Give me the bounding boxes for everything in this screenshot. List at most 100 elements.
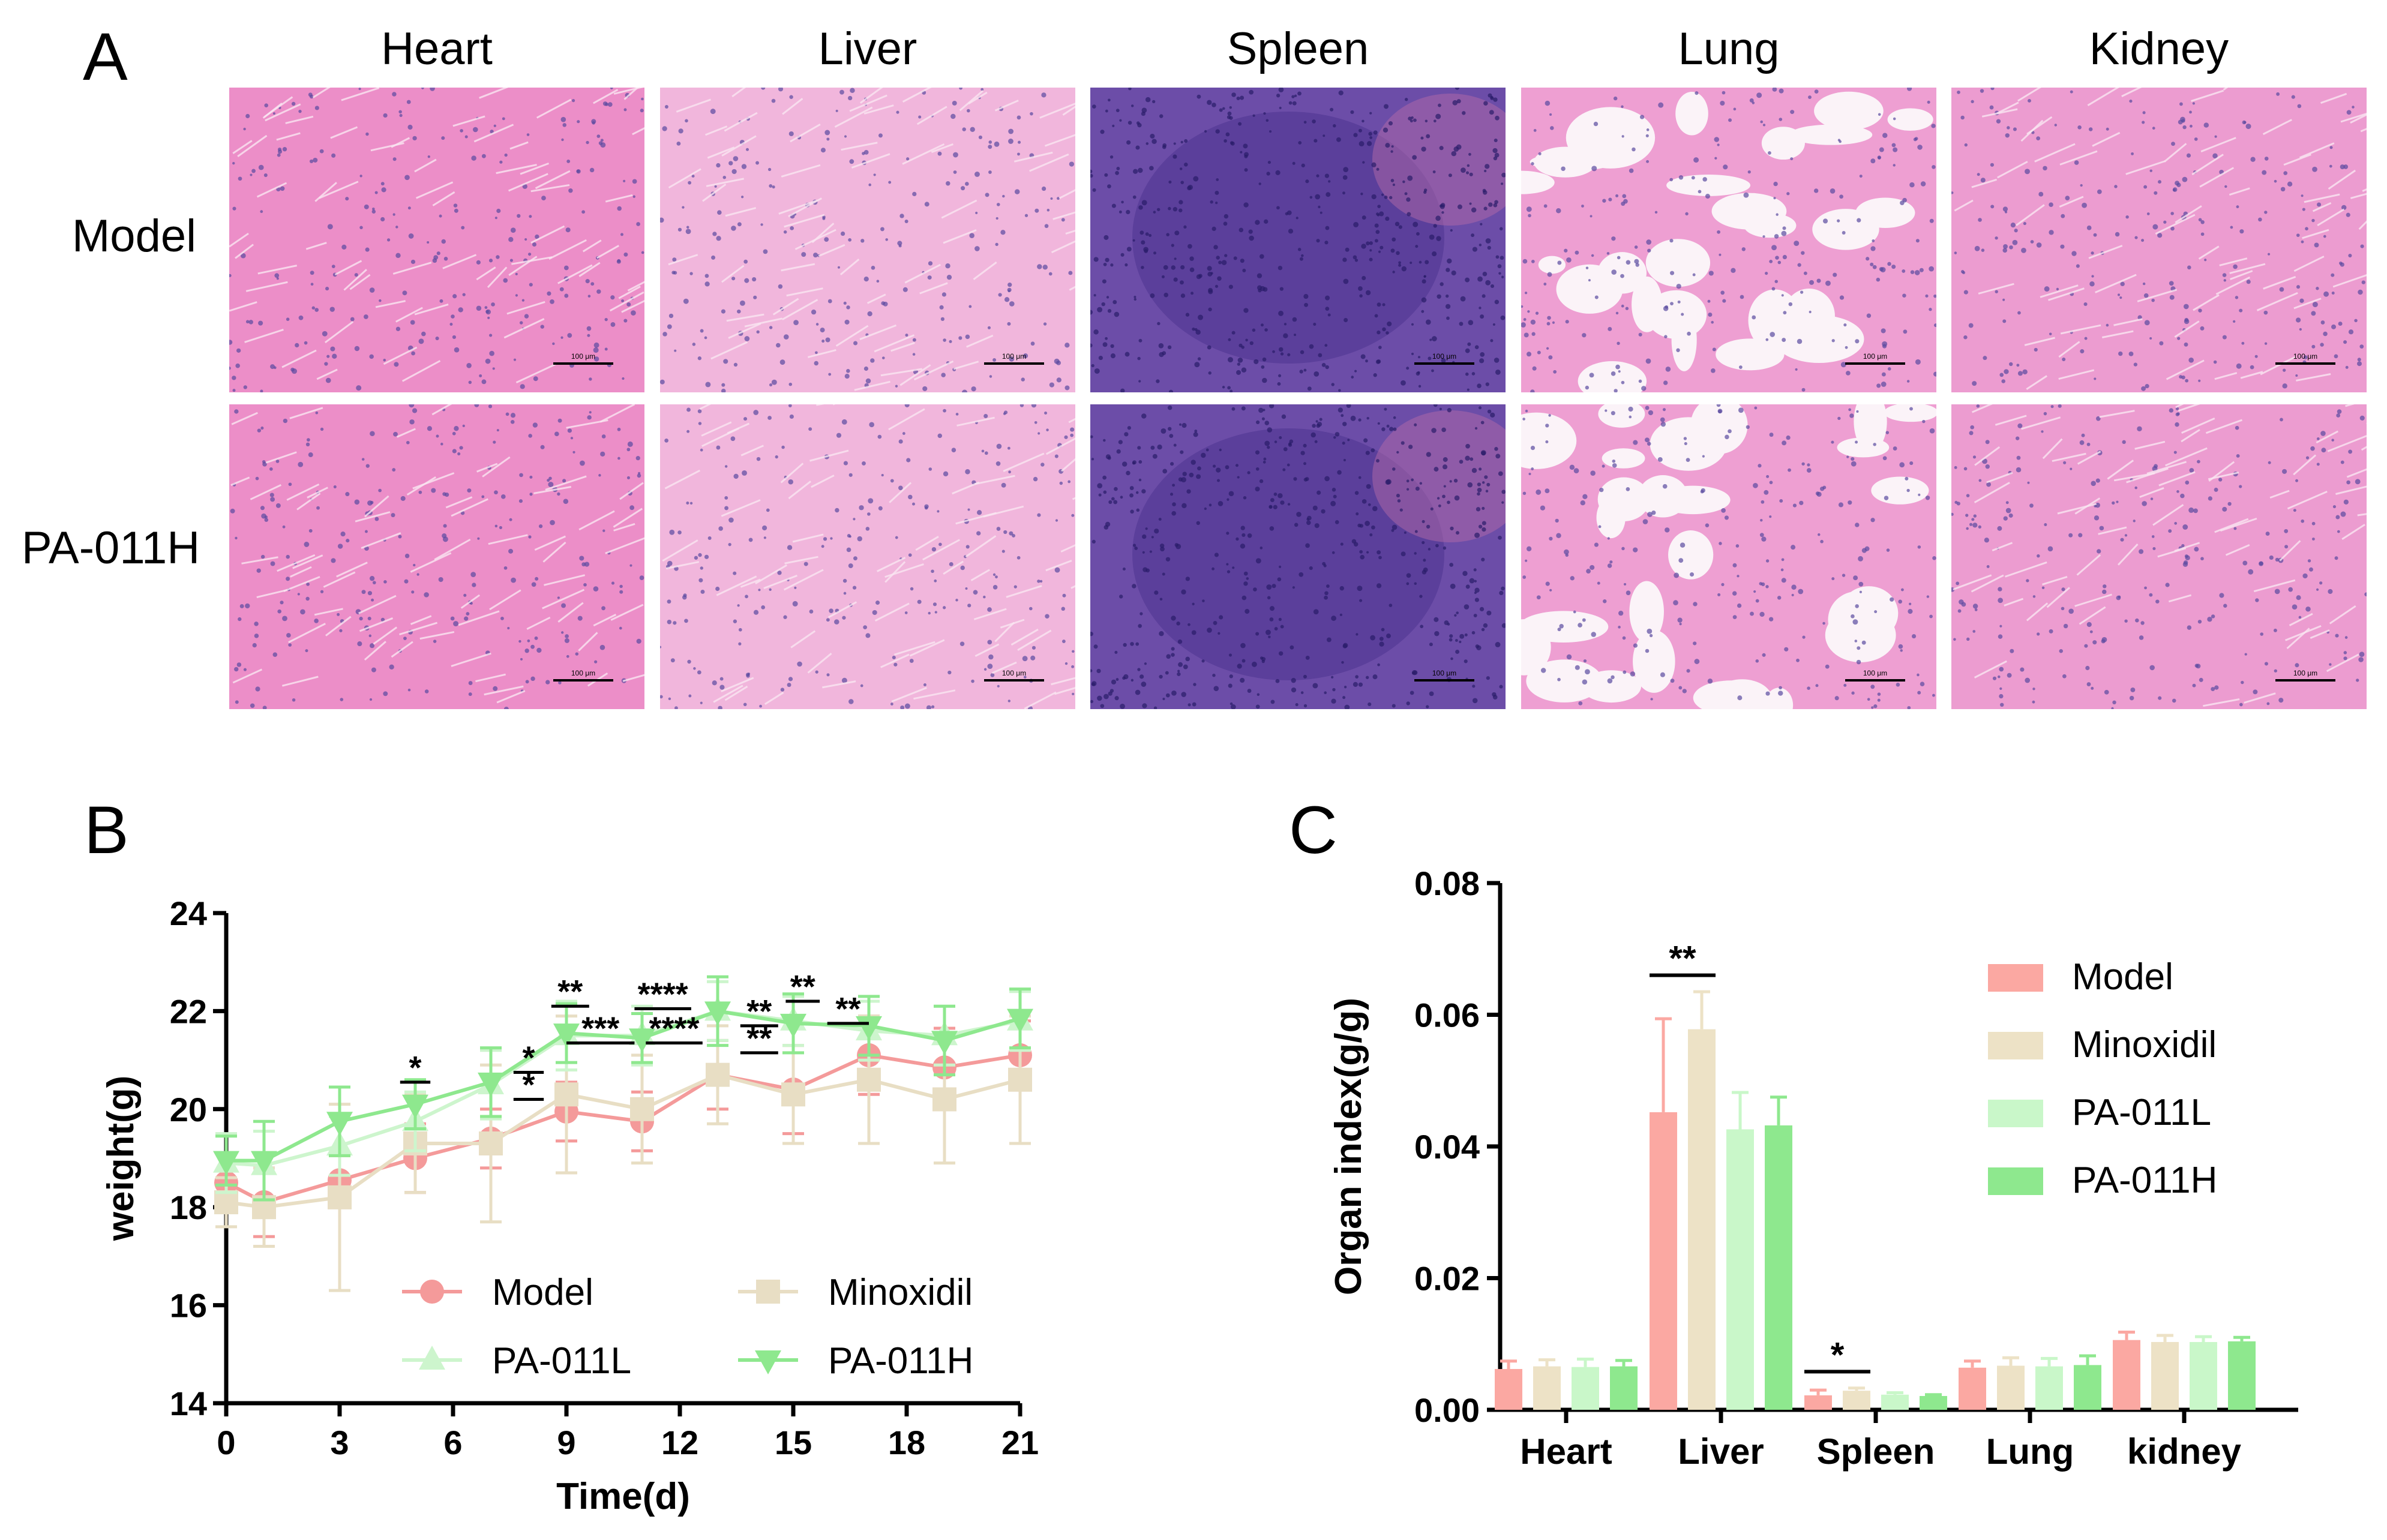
significance-label: **** xyxy=(649,1011,700,1047)
significance-annotations: * ******* ******** ******** xyxy=(400,969,869,1103)
y-tick-label: 0.08 xyxy=(1414,864,1480,902)
legend-label: PA-011H xyxy=(2072,1160,2217,1201)
tissue-background xyxy=(660,88,1075,392)
tissue-texture xyxy=(1951,88,2367,391)
bar-model xyxy=(1650,1112,1677,1410)
data-point xyxy=(553,1023,580,1048)
tissue-texture xyxy=(1521,88,1936,392)
legend-label: Minoxidil xyxy=(828,1272,973,1313)
bar-pa-011h xyxy=(2228,1341,2256,1410)
y-tick-label: 18 xyxy=(170,1188,207,1226)
y-tick-label: 16 xyxy=(170,1287,207,1325)
series-minoxidil xyxy=(214,1014,1032,1292)
histology-image-kidney-pa-011h: 100 μm xyxy=(1951,404,2367,709)
tissue-background xyxy=(1951,88,2367,392)
organ-index-bar-chart: C 0.00 0.02 0.04 0.06 0.08 Organ index(g/g) Hea… xyxy=(1289,792,2298,1472)
data-point xyxy=(214,1190,238,1215)
tissue-background xyxy=(660,404,1075,709)
histology-image-lung-model: 100 μm xyxy=(1521,88,1936,392)
scale-bar-label: 100 μm xyxy=(2293,669,2317,677)
tissue-texture xyxy=(660,404,1075,709)
bar-pa-011h xyxy=(1610,1366,1638,1410)
data-point xyxy=(629,1028,655,1053)
y-tick-label: 0.04 xyxy=(1414,1128,1480,1166)
data-point xyxy=(328,1185,352,1209)
significance-label: * xyxy=(522,1067,535,1103)
data-point xyxy=(630,1097,654,1121)
panel-label-a: A xyxy=(83,19,128,94)
data-point xyxy=(326,1112,353,1136)
x-tick-label: 15 xyxy=(775,1424,812,1461)
tissue-texture xyxy=(230,404,644,709)
legend-label: Minoxidil xyxy=(2072,1024,2217,1065)
tissue-texture xyxy=(229,88,644,392)
legend-label: PA-011L xyxy=(2072,1092,2211,1133)
legend-c: Model Minoxidil PA-011L PA-011H xyxy=(1988,956,2217,1201)
bar-pa-011h xyxy=(1920,1395,1947,1410)
tissue-texture xyxy=(1090,88,1506,392)
scale-bar-label: 100 μm xyxy=(1002,669,1026,677)
legend-swatch xyxy=(1988,1032,2043,1059)
scale-bar-label: 100 μm xyxy=(1002,352,1026,361)
histology-image-spleen-pa-011h: 100 μm xyxy=(1090,404,1506,709)
x-tick-label: kidney xyxy=(2127,1431,2242,1472)
data-point xyxy=(857,1067,881,1092)
legend-swatch xyxy=(1988,1167,2043,1195)
x-axis-title: Time(d) xyxy=(556,1476,690,1517)
bar-pa-011l xyxy=(1572,1367,1599,1410)
histology-image-lung-pa-011h: 100 μm xyxy=(1521,404,1936,709)
bar-minoxidil xyxy=(1843,1391,1870,1410)
data-point xyxy=(706,1062,730,1087)
data-point xyxy=(479,1131,503,1155)
scale-bar-label: 100 μm xyxy=(1432,669,1456,677)
bar-pa-011l xyxy=(1881,1394,1909,1410)
data-point xyxy=(704,1001,731,1026)
x-tick-label: 9 xyxy=(557,1424,575,1461)
bar-minoxidil xyxy=(1688,1029,1716,1410)
legend-swatch xyxy=(1988,964,2043,992)
panel-label-c: C xyxy=(1289,792,1338,867)
significance-label: *** xyxy=(581,1011,619,1047)
x-tick-label: 21 xyxy=(1001,1424,1039,1461)
legend-marker xyxy=(419,1346,445,1370)
bars xyxy=(1495,990,2256,1410)
data-point xyxy=(780,1013,806,1038)
tissue-texture xyxy=(1951,404,2367,709)
histology-image-heart-pa-011h: 100 μm xyxy=(229,404,644,709)
scale-bar-label: 100 μm xyxy=(571,352,595,361)
tissue-background xyxy=(229,404,644,709)
legend-b: Model Minoxidil PA-011L PA-011H xyxy=(402,1272,973,1382)
y-tick-label: 0.02 xyxy=(1414,1260,1480,1298)
series-line xyxy=(226,1009,1021,1163)
row-header-pa-011h: PA-011H xyxy=(22,523,200,574)
bar-minoxidil xyxy=(1533,1366,1561,1410)
bar-pa-011h xyxy=(1765,1125,1792,1410)
tissue-texture xyxy=(1521,404,1936,709)
series-line xyxy=(225,1053,1021,1205)
column-header-kidney: Kidney xyxy=(2089,23,2229,74)
bar-model xyxy=(1804,1395,1832,1410)
bar-pa-011h xyxy=(2074,1365,2101,1410)
column-header-lung: Lung xyxy=(1678,23,1780,74)
significance-label: ** xyxy=(557,974,583,1010)
x-tick-label: 12 xyxy=(661,1424,698,1461)
x-tick-label: Heart xyxy=(1520,1431,1612,1472)
data-point xyxy=(781,1082,805,1107)
scale-bar-label: 100 μm xyxy=(1863,352,1887,361)
significance-label: ** xyxy=(790,969,815,1005)
scale-bar-label: 100 μm xyxy=(571,669,595,677)
significance-label: ** xyxy=(1669,939,1696,978)
x-tick-label: 6 xyxy=(443,1424,462,1461)
significance-label: * xyxy=(409,1050,421,1086)
row-header-model: Model xyxy=(72,211,196,262)
scale-bar-label: 100 μm xyxy=(2293,352,2317,361)
column-header-spleen: Spleen xyxy=(1227,23,1369,74)
bar-pa-011l xyxy=(1726,1129,1754,1410)
series-pa-011h xyxy=(213,975,1033,1202)
bar-model xyxy=(1959,1367,1986,1410)
x-tick-label: 18 xyxy=(888,1424,925,1461)
data-point xyxy=(251,1151,277,1175)
data-point xyxy=(402,1094,428,1119)
histology-image-kidney-model: 100 μm xyxy=(1951,88,2367,392)
legend-marker xyxy=(756,1280,780,1304)
